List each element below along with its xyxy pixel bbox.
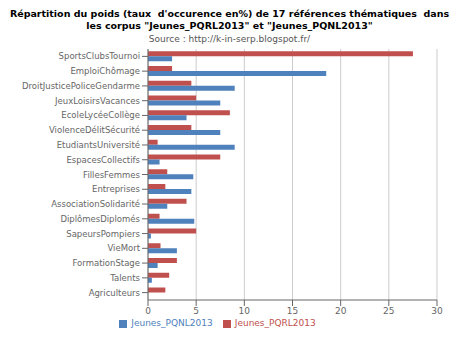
html-text:Jeunes_PQNL2013: Jeunes_PQNL2013	[131, 318, 213, 328]
svg-text:15: 15	[287, 306, 298, 316]
svg-text:EmploiChômage: EmploiChômage	[70, 66, 140, 76]
html-text:Jeunes_PQRL2013: Jeunes_PQRL2013	[234, 318, 316, 328]
svg-text:FormationStage: FormationStage	[73, 258, 140, 268]
svg-text:Talents: Talents	[109, 273, 140, 283]
svg-text:AssociationSolidarité: AssociationSolidarité	[51, 199, 140, 209]
svg-text:ViolenceDélitSécurité: ViolenceDélitSécurité	[49, 125, 140, 135]
html-text:Répartition du poids (taux d'o: Répartition du poids (taux d'occurence e…	[9, 8, 450, 31]
svg-text:20: 20	[335, 306, 347, 316]
svg-text:JeuxLoisirsVacances: JeuxLoisirsVacances	[54, 96, 141, 106]
svg-text:10: 10	[239, 306, 251, 316]
html-text:Source : http://k-in-serp.blog: Source : http://k-in-serp.blogspot.fr/	[148, 34, 311, 44]
svg-text:0: 0	[145, 306, 151, 316]
svg-text:25: 25	[383, 306, 394, 316]
svg-text:Entreprises: Entreprises	[92, 184, 141, 194]
svg-text:30: 30	[431, 306, 443, 316]
svg-text:EtudiantsUniversité: EtudiantsUniversité	[57, 140, 140, 150]
svg-text:Agriculteurs: Agriculteurs	[89, 288, 141, 298]
svg-text:DiplômesDiplomés: DiplômesDiplomés	[60, 214, 140, 224]
svg-text:EspacesCollectifs: EspacesCollectifs	[66, 155, 140, 165]
svg-text:DroitJusticePoliceGendarme: DroitJusticePoliceGendarme	[22, 81, 140, 91]
svg-text:EcoleLycéeCollège: EcoleLycéeCollège	[61, 110, 140, 120]
svg-text:SportsClubsTournoi: SportsClubsTournoi	[59, 51, 140, 61]
svg-text:5: 5	[193, 306, 199, 316]
svg-text:VieMort: VieMort	[107, 243, 140, 253]
svg-text:SapeursPompiers: SapeursPompiers	[66, 229, 140, 239]
svg-text:FillesFemmes: FillesFemmes	[83, 170, 140, 180]
